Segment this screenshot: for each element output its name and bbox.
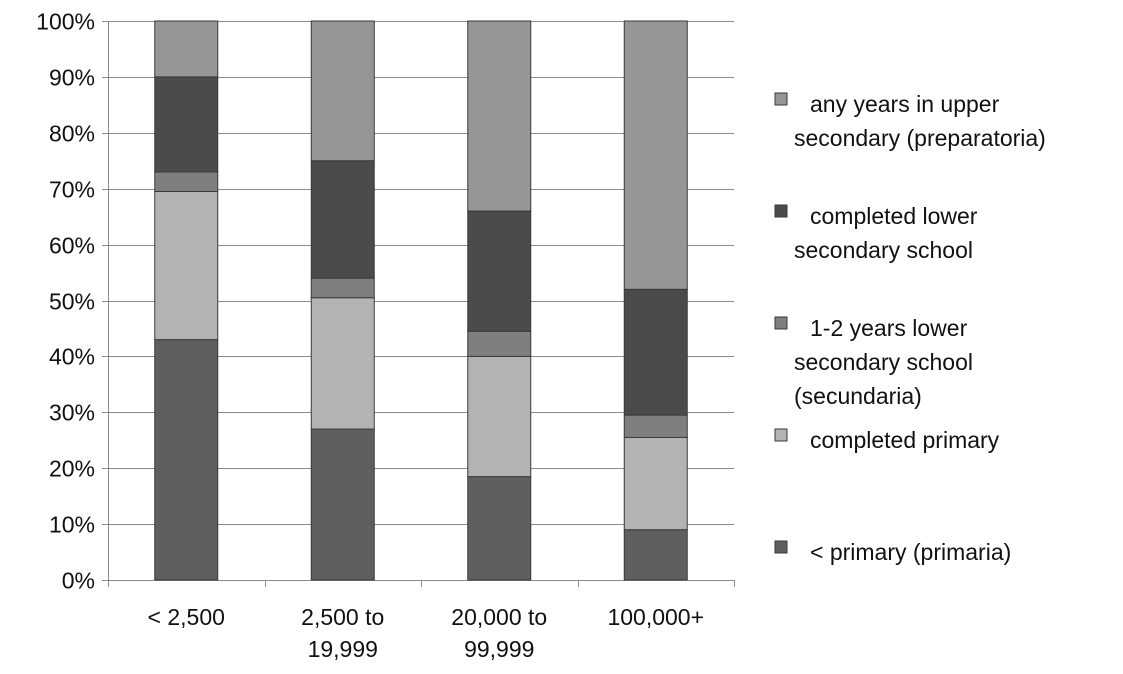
x-tick-label: 20,000 to 99,999 <box>451 604 547 662</box>
x-tick-label: 100,000+ <box>607 604 704 630</box>
y-tick-label: 40% <box>49 344 95 370</box>
y-tick-label: 100% <box>36 9 95 35</box>
y-tick-label: 30% <box>49 400 95 426</box>
x-tick-label: 2,500 to 19,999 <box>301 604 384 662</box>
bar-segment <box>154 339 219 581</box>
bar-segment <box>467 476 532 581</box>
bar-segment <box>310 297 375 430</box>
bars <box>154 20 688 581</box>
bar-segment <box>623 414 688 438</box>
legend: any years in upper secondary (preparatori… <box>774 91 1046 565</box>
legend-swatch <box>774 92 788 106</box>
bar-segment <box>310 160 375 279</box>
y-tick-label: 0% <box>62 568 95 594</box>
bar-segment <box>623 288 688 416</box>
legend-swatch <box>774 540 788 554</box>
y-tick-label: 90% <box>49 65 95 91</box>
bar-segment <box>623 20 688 290</box>
legend-label: completed primary <box>810 427 1000 453</box>
legend-label: completed lower secondary school <box>794 203 978 263</box>
y-tick-labels: 0% 10% 20% 30% 40% 50% 60% 70% 80% 90% 100% <box>36 9 95 594</box>
bar-segment <box>467 210 532 332</box>
legend-swatch <box>774 316 788 330</box>
bar-segment <box>310 428 375 581</box>
y-tick-label: 20% <box>49 456 95 482</box>
bar-segment <box>467 330 532 357</box>
bar-segment <box>310 277 375 299</box>
x-tick-labels: < 2,500 2,500 to 19,999 20,000 to 99,999 100,… <box>148 604 704 662</box>
bar-segment <box>623 436 688 531</box>
legend-swatch <box>774 428 788 442</box>
bar-segment <box>467 20 532 212</box>
y-tick-label: 50% <box>49 289 95 315</box>
y-tick-label: 70% <box>49 177 95 203</box>
bar-segment <box>154 76 219 173</box>
y-tick-label: 80% <box>49 121 95 147</box>
bar-segment <box>154 171 219 192</box>
y-tick-label: 60% <box>49 233 95 259</box>
bar-segment <box>154 20 219 78</box>
y-tick-label: 10% <box>49 512 95 538</box>
legend-label: any years in upper secondary (preparatori… <box>794 91 1046 151</box>
bar-segment <box>310 20 375 162</box>
legend-label: 1-2 years lower secondary school (secundar… <box>794 315 973 409</box>
bar-segment <box>467 355 532 478</box>
bar-segment <box>154 190 219 341</box>
legend-swatch <box>774 204 788 218</box>
legend-label: < primary (primaria) <box>810 539 1011 565</box>
bar-segment <box>623 529 688 581</box>
x-tick-label: < 2,500 <box>148 604 225 630</box>
